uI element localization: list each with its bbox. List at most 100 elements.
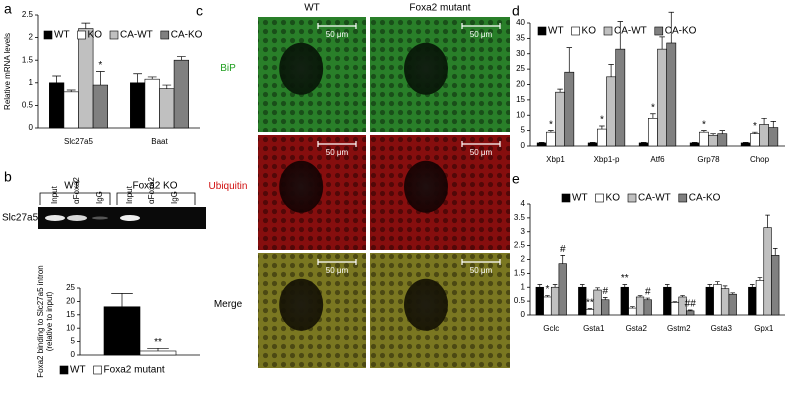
significance-label: * xyxy=(545,284,549,295)
band xyxy=(120,215,140,221)
y-tick-label: 0 xyxy=(521,310,526,319)
bar xyxy=(103,306,141,356)
error-bar xyxy=(545,295,550,297)
micrograph-shade xyxy=(258,253,366,368)
panel-letter: a xyxy=(4,1,12,17)
panel-letter: b xyxy=(4,169,12,185)
bar xyxy=(606,76,616,147)
micrograph-shade xyxy=(370,17,510,132)
legend-label: CA-WT xyxy=(638,193,671,204)
bar xyxy=(713,284,722,316)
micrograph-shade xyxy=(370,135,510,250)
legend-label: CA-WT xyxy=(614,26,647,37)
x-tick-label: Chop xyxy=(750,155,770,164)
y-tick-label: 15 xyxy=(516,95,525,104)
significance-label: ** xyxy=(586,297,594,308)
error-bar xyxy=(538,141,545,143)
bar xyxy=(49,82,65,129)
y-tick-label: 3 xyxy=(521,227,526,236)
x-tick-label: Gsta2 xyxy=(626,324,648,333)
bar xyxy=(771,255,780,316)
error-bar xyxy=(162,84,172,89)
micrograph-shade xyxy=(258,17,366,132)
error-bar xyxy=(710,133,716,136)
bar xyxy=(585,309,595,316)
error-bar xyxy=(722,285,728,289)
panel-letter: e xyxy=(512,171,520,187)
bar xyxy=(635,296,645,316)
bar xyxy=(564,71,575,147)
error-bar xyxy=(617,21,624,50)
bar xyxy=(615,48,626,147)
bar xyxy=(63,91,79,129)
bar xyxy=(748,286,757,316)
bar xyxy=(173,59,189,129)
significance-label: # xyxy=(602,286,608,297)
y-tick-label: 5 xyxy=(521,126,526,135)
legend-label: CA-KO xyxy=(665,26,697,37)
y-tick-label: 30 xyxy=(516,49,525,58)
significance-label: ## xyxy=(685,299,697,310)
y-axis-label: (relative to input) xyxy=(45,291,54,351)
legend-label: CA-KO xyxy=(171,30,203,41)
scale-label: 50 μm xyxy=(326,266,349,275)
bar xyxy=(159,88,175,129)
y-tick-label: 40 xyxy=(516,18,525,27)
y-tick-label: 1 xyxy=(29,78,34,87)
y-tick-label: 0 xyxy=(71,350,76,359)
error-bar xyxy=(560,254,566,264)
bar xyxy=(699,131,709,147)
legend-swatch xyxy=(571,26,580,36)
band xyxy=(92,216,108,220)
lane-label: IgG xyxy=(95,191,104,204)
bar xyxy=(78,28,94,129)
x-tick-label: Xbp1 xyxy=(546,155,565,164)
y-axis-label: Relative mRNA levels xyxy=(3,33,12,110)
error-bar xyxy=(761,117,767,125)
y-tick-label: 1.5 xyxy=(22,55,34,64)
error-bar xyxy=(637,295,643,297)
bar xyxy=(740,142,751,147)
scale-label: 50 μm xyxy=(326,30,349,39)
error-bar xyxy=(742,141,749,143)
scale-label: 50 μm xyxy=(470,266,493,275)
band xyxy=(45,215,65,221)
legend-swatch xyxy=(595,193,604,203)
error-bar xyxy=(650,113,656,119)
error-bar xyxy=(537,284,543,288)
bar xyxy=(92,84,108,129)
y-tick-label: 0 xyxy=(29,123,34,132)
legend-swatch xyxy=(654,26,664,36)
error-bar xyxy=(587,308,593,310)
error-bar xyxy=(672,301,678,303)
bar xyxy=(543,296,552,316)
bar xyxy=(708,134,718,147)
row-label: BiP xyxy=(220,63,236,74)
error-bar xyxy=(111,293,133,307)
significance-label: * xyxy=(753,121,757,132)
error-bar xyxy=(687,309,693,311)
micrographs: WT Foxa2 mutant BiP 50 μm 50 μm Ubiquitin 50 μ… xyxy=(209,3,510,368)
band xyxy=(67,215,87,221)
bar xyxy=(587,142,598,147)
scale-label: 50 μm xyxy=(470,148,493,157)
y-tick-label: 25 xyxy=(66,283,75,292)
error-bar xyxy=(548,130,554,133)
error-bar xyxy=(552,284,558,288)
y-tick-label: 10 xyxy=(66,323,75,332)
x-tick-label: Slc27a5 xyxy=(64,137,93,146)
error-bar xyxy=(147,347,169,351)
lane-label: Input xyxy=(125,185,134,204)
x-tick-label: Baat xyxy=(151,137,168,146)
y-axis-label: Foxa2 binding to Slc27a5 intron xyxy=(36,265,45,378)
bar xyxy=(643,299,652,316)
bracket xyxy=(116,192,196,205)
bar xyxy=(555,91,565,147)
error-bar xyxy=(622,284,628,288)
error-bar xyxy=(176,56,186,61)
x-tick-label: Gsta1 xyxy=(583,324,605,333)
axis xyxy=(529,204,785,316)
y-tick-label: 35 xyxy=(516,33,525,42)
significance-label: # xyxy=(560,244,566,255)
bar xyxy=(768,127,779,147)
